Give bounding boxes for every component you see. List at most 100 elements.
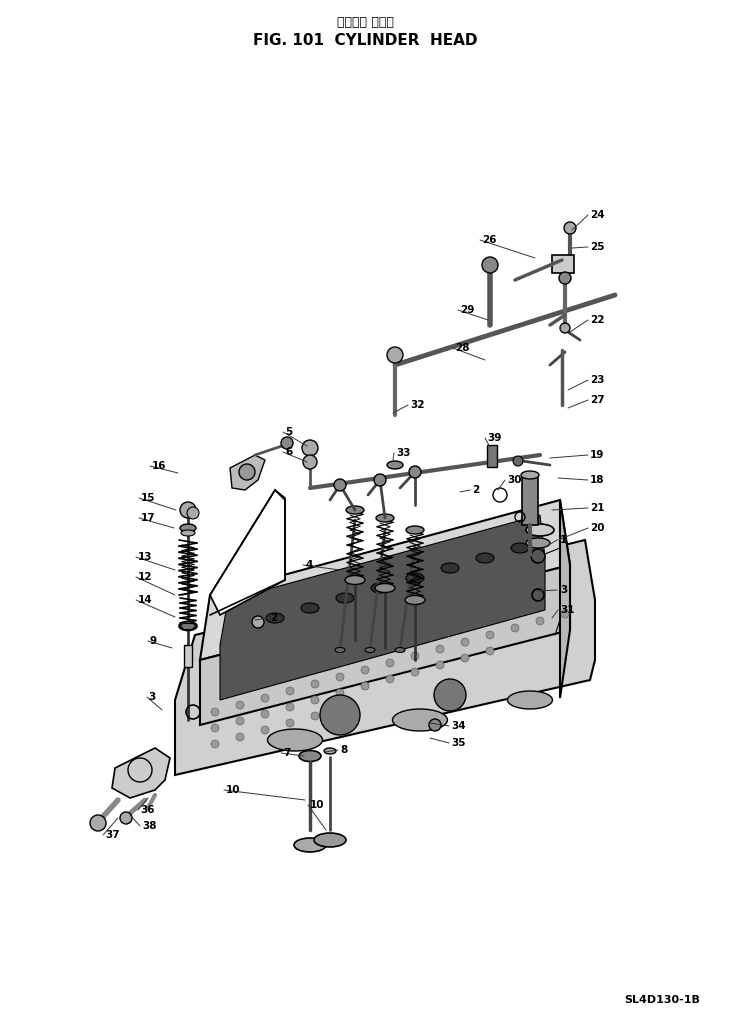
- Circle shape: [236, 717, 244, 725]
- Text: 13: 13: [138, 552, 153, 562]
- Circle shape: [261, 710, 269, 718]
- Text: SL4D130-1B: SL4D130-1B: [624, 995, 700, 1005]
- Text: 1: 1: [560, 535, 567, 545]
- Circle shape: [286, 687, 294, 695]
- Text: 27: 27: [590, 395, 604, 405]
- Text: 3: 3: [560, 585, 567, 595]
- Text: 10: 10: [226, 785, 240, 795]
- Circle shape: [361, 682, 369, 690]
- Circle shape: [486, 631, 494, 639]
- Text: 2: 2: [270, 613, 277, 623]
- Circle shape: [374, 474, 386, 486]
- Circle shape: [336, 673, 344, 681]
- Text: 37: 37: [105, 830, 120, 840]
- Circle shape: [211, 708, 219, 716]
- Circle shape: [336, 705, 344, 713]
- Circle shape: [564, 222, 576, 234]
- Circle shape: [461, 654, 469, 662]
- Bar: [522, 475, 538, 525]
- Circle shape: [320, 695, 360, 735]
- Ellipse shape: [301, 603, 319, 613]
- Text: 22: 22: [590, 315, 604, 325]
- Bar: [552, 255, 574, 273]
- Circle shape: [286, 719, 294, 727]
- Circle shape: [482, 257, 498, 273]
- Circle shape: [387, 347, 403, 363]
- Bar: [184, 645, 192, 667]
- Circle shape: [236, 733, 244, 741]
- Ellipse shape: [521, 471, 539, 479]
- Circle shape: [311, 712, 319, 720]
- Circle shape: [303, 455, 317, 469]
- Text: 7: 7: [283, 748, 291, 758]
- Polygon shape: [112, 748, 170, 798]
- Ellipse shape: [181, 530, 195, 536]
- Text: 6: 6: [285, 447, 292, 457]
- Circle shape: [361, 666, 369, 674]
- Ellipse shape: [395, 647, 405, 652]
- Circle shape: [411, 652, 419, 660]
- Text: 35: 35: [451, 738, 466, 748]
- Ellipse shape: [375, 584, 395, 592]
- Circle shape: [434, 679, 466, 711]
- Circle shape: [536, 616, 544, 625]
- Circle shape: [211, 725, 219, 732]
- Text: FIG. 101  CYLINDER  HEAD: FIG. 101 CYLINDER HEAD: [253, 33, 477, 48]
- Ellipse shape: [476, 553, 494, 564]
- Ellipse shape: [336, 593, 354, 603]
- Text: 15: 15: [141, 493, 155, 503]
- Circle shape: [180, 502, 196, 518]
- Polygon shape: [210, 490, 285, 615]
- Ellipse shape: [393, 709, 447, 731]
- Ellipse shape: [345, 576, 365, 585]
- Circle shape: [511, 624, 519, 632]
- Ellipse shape: [267, 729, 323, 751]
- Circle shape: [311, 680, 319, 688]
- Ellipse shape: [324, 748, 336, 754]
- Text: 39: 39: [487, 433, 502, 443]
- Text: 20: 20: [590, 523, 604, 533]
- Polygon shape: [175, 540, 595, 775]
- Circle shape: [486, 647, 494, 655]
- Ellipse shape: [314, 833, 346, 847]
- Polygon shape: [230, 455, 265, 490]
- Text: 32: 32: [410, 400, 425, 410]
- Circle shape: [411, 668, 419, 676]
- Circle shape: [386, 675, 394, 683]
- Text: 19: 19: [590, 450, 604, 460]
- Ellipse shape: [405, 595, 425, 604]
- Circle shape: [559, 272, 571, 284]
- Ellipse shape: [441, 564, 459, 573]
- Circle shape: [252, 616, 264, 628]
- Ellipse shape: [179, 622, 197, 631]
- Bar: [487, 445, 497, 467]
- Circle shape: [239, 464, 255, 480]
- Text: 25: 25: [590, 242, 604, 252]
- Circle shape: [311, 696, 319, 704]
- Text: 33: 33: [396, 448, 410, 458]
- Ellipse shape: [180, 524, 196, 532]
- Text: 3: 3: [148, 692, 155, 702]
- Circle shape: [120, 812, 132, 824]
- Circle shape: [334, 479, 346, 491]
- Circle shape: [436, 661, 444, 669]
- Circle shape: [461, 638, 469, 646]
- Ellipse shape: [406, 526, 424, 534]
- Text: 30: 30: [507, 475, 521, 485]
- Text: 2: 2: [472, 485, 480, 495]
- Ellipse shape: [294, 838, 326, 852]
- Ellipse shape: [511, 543, 529, 553]
- Text: 16: 16: [152, 461, 166, 471]
- Text: 34: 34: [451, 721, 466, 731]
- Ellipse shape: [266, 613, 284, 623]
- Circle shape: [386, 659, 394, 667]
- Circle shape: [187, 507, 199, 519]
- Ellipse shape: [365, 647, 375, 652]
- Ellipse shape: [371, 583, 389, 593]
- Circle shape: [90, 815, 106, 832]
- Circle shape: [513, 455, 523, 466]
- Text: 12: 12: [138, 572, 153, 582]
- Circle shape: [336, 689, 344, 697]
- Polygon shape: [560, 500, 570, 698]
- Polygon shape: [220, 515, 545, 700]
